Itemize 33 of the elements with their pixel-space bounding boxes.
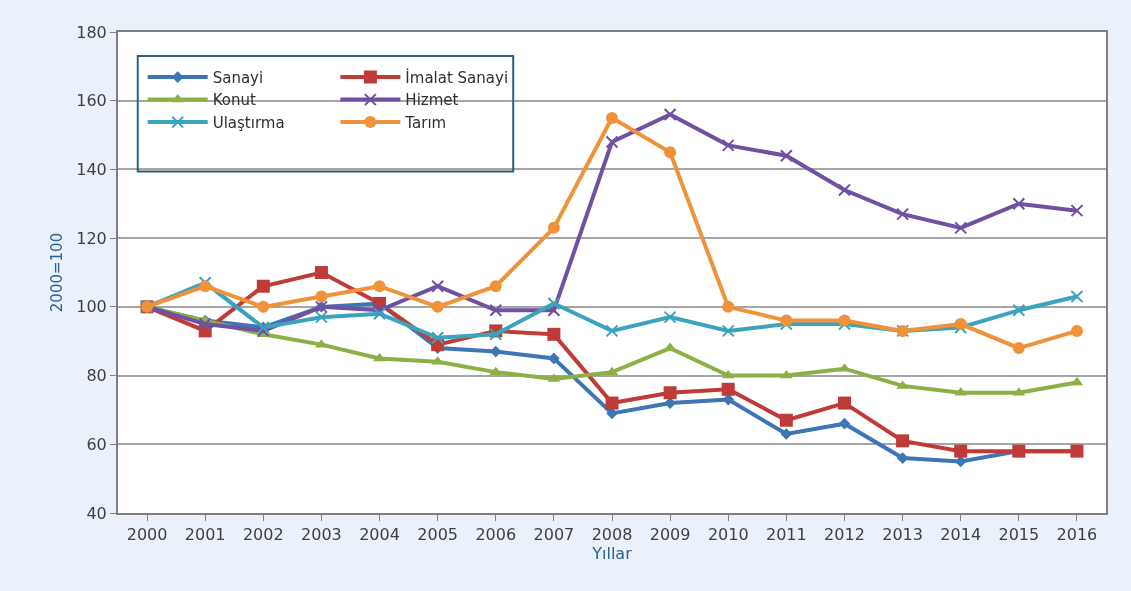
legend-label: İmalat Sanayi bbox=[405, 67, 509, 87]
x-tick-label: 2007 bbox=[533, 525, 575, 545]
x-tick-label: 2016 bbox=[1056, 525, 1098, 545]
legend-label: Hizmet bbox=[405, 91, 459, 110]
x-tick-label: 2005 bbox=[417, 525, 459, 545]
x-tick-label: 2010 bbox=[707, 525, 749, 545]
y-tick-label: 120 bbox=[76, 228, 107, 248]
x-tick-label: 2001 bbox=[184, 525, 226, 545]
y-tick-label: 80 bbox=[86, 366, 107, 386]
y-tick-label: 140 bbox=[76, 160, 107, 180]
x-tick-label: 2009 bbox=[649, 525, 691, 545]
x-tick-label: 2012 bbox=[824, 525, 865, 545]
x-tick-label: 2013 bbox=[882, 525, 923, 545]
x-axis-title: Yıllar bbox=[591, 544, 633, 564]
legend-label: Konut bbox=[212, 91, 256, 110]
legend-label: Ulaştırma bbox=[212, 113, 285, 132]
x-tick-label: 2006 bbox=[475, 525, 517, 545]
y-tick-label: 60 bbox=[86, 434, 107, 454]
y-axis-title: 2000=100 bbox=[48, 232, 66, 313]
x-tick-label: 2014 bbox=[940, 525, 982, 545]
x-tick-label: 2004 bbox=[359, 525, 400, 545]
y-tick-label: 40 bbox=[86, 503, 107, 523]
x-tick-label: 2015 bbox=[998, 525, 1040, 545]
x-tick-label: 2011 bbox=[765, 525, 807, 545]
y-tick-label: 160 bbox=[76, 91, 107, 111]
y-tick-label: 180 bbox=[76, 22, 107, 42]
legend-label: Tarım bbox=[404, 113, 447, 132]
x-tick-label: 2000 bbox=[126, 525, 168, 545]
y-tick-label: 100 bbox=[76, 297, 107, 317]
x-tick-label: 2008 bbox=[591, 525, 633, 545]
legend-label: Sanayi bbox=[212, 68, 264, 87]
x-tick-label: 2003 bbox=[301, 525, 342, 545]
x-tick-label: 2002 bbox=[242, 525, 284, 545]
